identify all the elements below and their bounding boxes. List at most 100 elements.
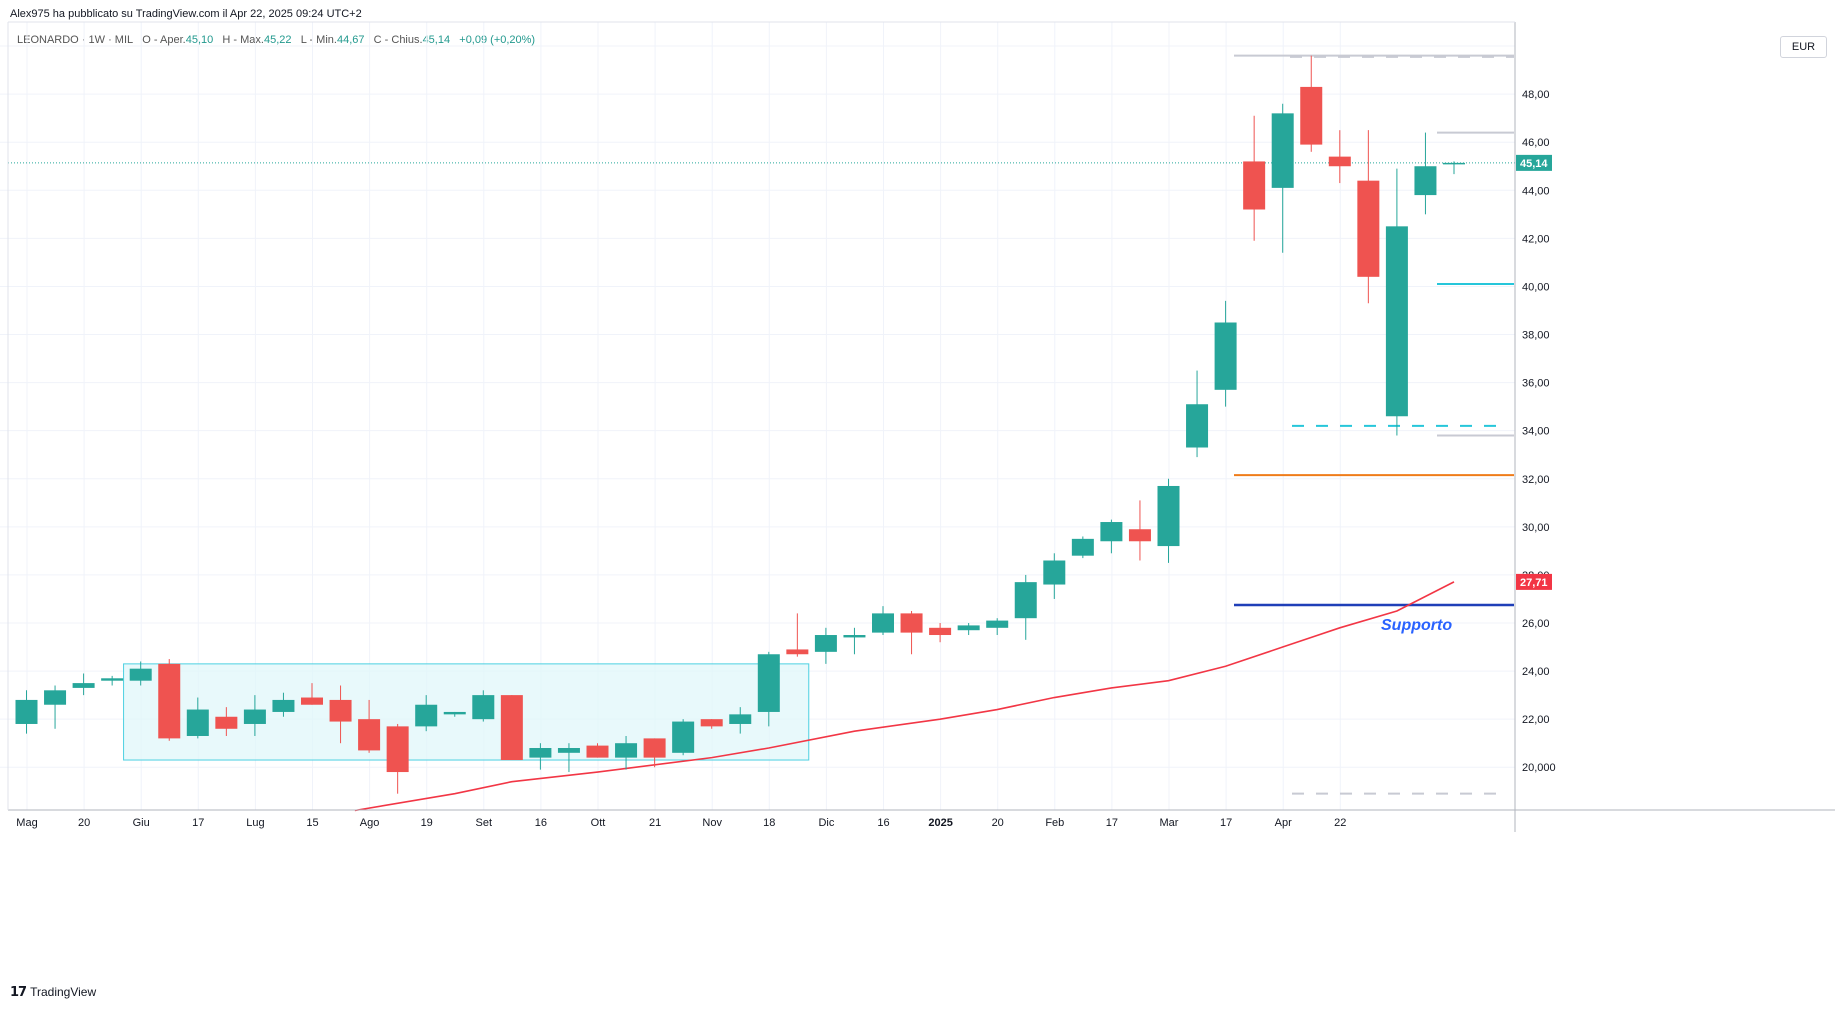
candle-body bbox=[72, 683, 95, 688]
candle bbox=[786, 613, 809, 657]
candle-body bbox=[44, 690, 67, 705]
candle-body bbox=[1357, 180, 1380, 277]
x-tick-label: Apr bbox=[1275, 817, 1292, 829]
x-tick-label: 21 bbox=[649, 817, 661, 829]
candle-body bbox=[786, 649, 809, 655]
candle-body bbox=[443, 711, 466, 715]
x-tick-label: 16 bbox=[535, 817, 547, 829]
publisher-line: Alex975 ha pubblicato su TradingView.com… bbox=[10, 8, 362, 20]
x-tick-label: Set bbox=[476, 817, 493, 829]
candle bbox=[557, 743, 580, 773]
y-tick-label: 38,00 bbox=[1522, 330, 1550, 342]
open-value: 45,10 bbox=[185, 34, 214, 46]
y-tick-label: 46,00 bbox=[1522, 137, 1550, 149]
last-price-label: 45,14 bbox=[1520, 158, 1548, 170]
candle-body bbox=[243, 709, 266, 724]
x-tick-label: Ott bbox=[591, 817, 606, 829]
candle bbox=[101, 675, 124, 686]
candle bbox=[729, 707, 752, 734]
candle-body bbox=[843, 635, 866, 638]
candle bbox=[186, 697, 209, 739]
horizontal-levels: Supporto bbox=[8, 54, 1515, 795]
candle-body bbox=[329, 699, 352, 722]
footer-brand: 𝟭𝟳 TradingView bbox=[10, 984, 96, 1000]
x-tick-label: 22 bbox=[1334, 817, 1346, 829]
candle bbox=[615, 735, 638, 770]
candle bbox=[158, 659, 181, 741]
x-tick-label: Dic bbox=[818, 817, 834, 829]
candle-body bbox=[1100, 522, 1123, 542]
high-value: 45,22 bbox=[263, 34, 292, 46]
candle-body bbox=[986, 620, 1009, 628]
x-tick-label: Mar bbox=[1160, 817, 1179, 829]
change-value: +0,09 (+0,20%) bbox=[459, 34, 536, 46]
candle-body bbox=[1300, 86, 1323, 145]
x-tick-label: Nov bbox=[702, 817, 722, 829]
x-tick-label: Lug bbox=[246, 817, 264, 829]
candle-body bbox=[158, 663, 181, 739]
x-tick-label: 17 bbox=[1106, 817, 1118, 829]
candle-body bbox=[615, 743, 638, 758]
candle-body bbox=[957, 625, 980, 631]
y-tick-label: 26,00 bbox=[1522, 618, 1550, 630]
x-tick-label: 19 bbox=[421, 817, 433, 829]
candle bbox=[1271, 103, 1294, 253]
candle bbox=[215, 707, 238, 736]
consolidation-rect bbox=[123, 663, 810, 761]
symbol-label[interactable]: LEONARDO · 1W · MIL bbox=[17, 34, 134, 46]
candle-body bbox=[1128, 529, 1151, 542]
x-tick-label: 17 bbox=[1220, 817, 1232, 829]
y-tick-label: 22,00 bbox=[1522, 714, 1550, 726]
candle-body bbox=[129, 668, 152, 681]
candle bbox=[386, 723, 409, 794]
candle bbox=[872, 606, 894, 636]
y-tick-label: 48,00 bbox=[1522, 89, 1550, 101]
y-tick-label: 36,00 bbox=[1522, 378, 1550, 390]
candle bbox=[243, 695, 266, 736]
x-tick-label: 17 bbox=[192, 817, 204, 829]
candle bbox=[1043, 553, 1066, 599]
candle bbox=[329, 685, 352, 744]
candle bbox=[957, 623, 980, 636]
candle-body bbox=[814, 635, 837, 652]
high-label: H - Max. bbox=[222, 34, 264, 46]
candle bbox=[986, 618, 1009, 636]
candle bbox=[472, 690, 495, 722]
tradingview-logo-icon: 𝟭𝟳 bbox=[10, 984, 27, 999]
candle bbox=[1100, 519, 1123, 554]
x-tick-label: 20 bbox=[992, 817, 1004, 829]
y-tick-label: 20,000 bbox=[1522, 762, 1556, 774]
candle bbox=[643, 738, 666, 768]
candle-body bbox=[1443, 162, 1465, 165]
candle bbox=[301, 683, 323, 705]
candle-body bbox=[672, 721, 695, 753]
candle-body bbox=[472, 695, 495, 720]
y-tick-label: 24,00 bbox=[1522, 666, 1550, 678]
open-label: O - Aper. bbox=[142, 34, 186, 46]
chart-grid bbox=[0, 22, 1515, 810]
close-value: 45,14 bbox=[422, 34, 451, 46]
candle bbox=[44, 685, 67, 729]
currency-button[interactable]: EUR bbox=[1780, 36, 1827, 58]
last-price-label-bg bbox=[1516, 154, 1552, 171]
candle bbox=[1071, 536, 1094, 559]
candle bbox=[129, 661, 152, 686]
candle-body bbox=[101, 678, 124, 681]
y-tick-label: 42,00 bbox=[1522, 233, 1550, 245]
candle bbox=[1157, 478, 1180, 563]
candle-body bbox=[1243, 161, 1266, 210]
candle-body bbox=[586, 745, 609, 758]
ohlc-legend: LEONARDO · 1W · MIL O - Aper.45,10 H - M… bbox=[17, 34, 535, 46]
x-tick-label: 15 bbox=[306, 817, 318, 829]
candle-body bbox=[757, 654, 780, 712]
candle-body bbox=[872, 613, 894, 633]
candle bbox=[358, 699, 381, 753]
ma-price-label-bg bbox=[1516, 573, 1552, 590]
candle-body bbox=[929, 627, 952, 636]
y-tick-label: 28,00 bbox=[1522, 570, 1550, 582]
moving-average bbox=[354, 581, 1455, 812]
candle bbox=[443, 711, 466, 717]
candle-body bbox=[1186, 404, 1209, 448]
candle bbox=[15, 690, 38, 734]
